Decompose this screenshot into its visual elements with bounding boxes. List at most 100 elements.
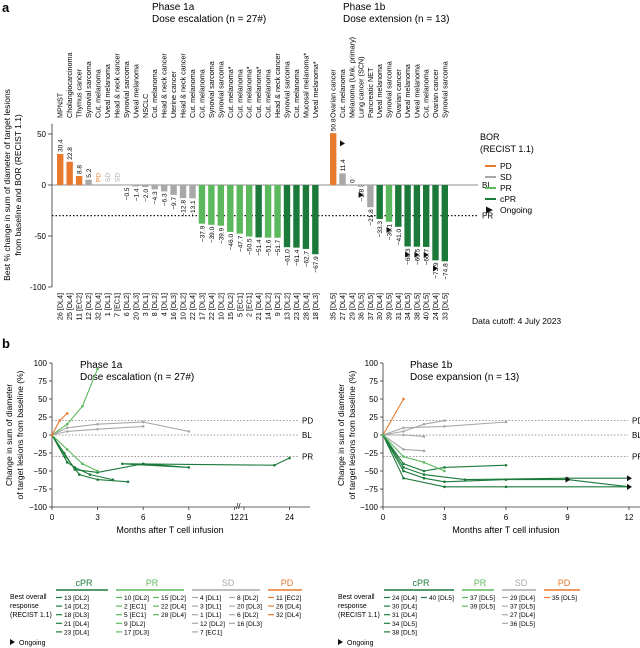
left-series-point <box>58 419 61 422</box>
bar-value-label: −0.5 <box>124 187 131 200</box>
right-series-point <box>402 469 405 473</box>
bar-value-label: 30.4 <box>58 139 65 152</box>
left-legend-group-title: PD <box>281 578 294 588</box>
bar-patient-id: 18 [DL3] <box>311 293 320 320</box>
bar-value-label: −61.4 <box>294 249 301 266</box>
left-legend-lead-text: response <box>10 603 39 610</box>
waterfall-bar <box>441 185 448 262</box>
right-legend-entry-label: 38 [DL5] <box>392 629 417 636</box>
right-legend-group-title: PD <box>558 578 571 588</box>
right-legend-entry-label: 37 [DL5] <box>470 595 495 602</box>
right-title: Phase 1b <box>410 360 453 371</box>
bar-tumor-label: Cut. melanoma <box>94 69 103 118</box>
bar-tumor-label: Ovarian cancer <box>431 69 440 118</box>
left-legend-group-title: SD <box>222 578 235 588</box>
left-series-line <box>51 434 113 481</box>
ongoing-marker <box>405 251 411 258</box>
bar-patient-id: 23 [DL4] <box>292 293 301 320</box>
left-series-point <box>121 462 124 466</box>
right-legend-entry-label: 31 [DL4] <box>392 612 417 619</box>
right-legend-entry-label: 35 [DL5] <box>552 595 577 602</box>
left-plot-ref-label: PD <box>302 417 313 426</box>
bar-value-label: −6.3 <box>162 193 169 206</box>
right-legend-entry-label: 30 [DL4] <box>392 604 417 611</box>
right-series-point <box>402 448 405 451</box>
left-plot-x-tick-label: 0 <box>50 513 55 522</box>
left-legend-entry-label: 32 [DL4] <box>276 612 301 619</box>
waterfall-bar <box>198 185 206 224</box>
left-legend-entry-label: 12 [DL2] <box>200 621 225 628</box>
bar-patient-id: 5 [EC1] <box>235 293 244 317</box>
bar-tumor-label: Ovarian cancer <box>329 69 338 118</box>
right-series-point <box>443 469 446 473</box>
bar-tumor-label: Head & neck cancer <box>160 53 169 118</box>
bar-value-label: −2.0 <box>143 189 150 202</box>
right-series-point <box>381 433 385 437</box>
right-series-point <box>443 425 446 428</box>
left-series-line <box>51 368 99 436</box>
panel-a-y-tick-label: 0 <box>42 181 47 190</box>
right-plot-y-tick-label: −25 <box>364 449 378 458</box>
bar-patient-id: 40 [DL5] <box>422 293 431 320</box>
right-legend-entry-label: 40 [DL5] <box>429 595 454 602</box>
bar-patient-id: 22 [DL4] <box>188 293 197 320</box>
right-legend-group-title: SD <box>515 578 528 588</box>
bar-patient-id: 27 [DL4] <box>338 293 347 320</box>
waterfall-bar <box>246 185 253 237</box>
bar-patient-id: 30 [DL4] <box>375 293 384 320</box>
ongoing-marker <box>627 475 632 482</box>
bar-tumor-label: Cut. melanoma <box>422 69 431 118</box>
bar-patient-id: 39 [DL5] <box>385 293 394 320</box>
left-legend-group-title: cPR <box>75 578 93 588</box>
right-series-line <box>382 421 507 436</box>
bar-value-label: −21.8 <box>368 209 375 226</box>
left-legend-entry-label: 20 [DL3] <box>237 604 262 611</box>
waterfall-bar <box>85 179 92 185</box>
bar-tumor-label: Synovial sarcoma <box>84 61 93 118</box>
waterfall-bar <box>423 185 430 247</box>
bar-value-label: −39.9 <box>218 227 225 244</box>
left-legend-entry-label: 9 [DL2] <box>124 621 145 628</box>
bar-bor-mark: SD <box>114 173 121 182</box>
bar-patient-id: 34 [DL5] <box>403 293 412 320</box>
bar-tumor-label: Cut. melanoma <box>264 69 273 118</box>
right-legend-group-title: cPR <box>412 578 430 588</box>
bar-patient-id: 25 [DL4] <box>65 293 74 320</box>
panel-a-y-tick-label: -50 <box>34 232 46 241</box>
bar-value-label: −41.0 <box>396 228 403 245</box>
left-legend-lead-text: Best overall <box>10 594 47 601</box>
left-legend-entry-label: 7 [EC1] <box>200 629 222 636</box>
bar-patient-id: 15 [DL2] <box>226 293 235 320</box>
bar-tumor-label: Cut. melanoma* <box>245 66 254 118</box>
left-series-point <box>65 430 69 433</box>
bar-patient-id: 4 [DL1] <box>160 293 169 316</box>
legend-subtitle: (RECIST 1.1) <box>480 144 534 154</box>
left-plot-x-tick-label: 24 <box>285 513 294 522</box>
right-legend-entry-label: 24 [DL4] <box>392 595 417 602</box>
right-series-point <box>402 430 405 433</box>
right-series-line <box>382 434 507 472</box>
bar-value-label: 5.2 <box>86 168 93 177</box>
bar-patient-id: 6 [DL2] <box>122 293 131 316</box>
left-plot-ref-label: PR <box>302 453 313 462</box>
waterfall-bar <box>217 185 225 226</box>
right-legend-entry-label: 37 [DL5] <box>510 604 535 611</box>
left-series-point <box>81 462 84 466</box>
left-legend-entry-label: 11 [EC2] <box>276 595 301 602</box>
bar-tumor-label: Uveal melanoma* <box>311 61 320 118</box>
waterfall-bar <box>170 185 177 195</box>
bar-patient-id: 21 [DL4] <box>254 293 263 320</box>
legend-label: cPR <box>500 194 516 204</box>
waterfall-bar <box>123 185 130 186</box>
right-plot-y-tick-label: 50 <box>369 395 378 404</box>
right-series-point <box>402 433 405 437</box>
left-series-point <box>187 430 191 433</box>
bar-value-label: −39.0 <box>209 226 216 243</box>
left-legend-entry-label: 13 [DL2] <box>64 595 89 602</box>
right-plot-x-tick-label: 9 <box>565 513 570 522</box>
left-series-point <box>141 462 145 466</box>
left-series-line <box>51 434 98 472</box>
waterfall-bar <box>151 185 158 190</box>
bar-value-label: −60.5 <box>414 248 421 265</box>
left-legend-entry-label: 15 [DL2] <box>161 595 186 602</box>
